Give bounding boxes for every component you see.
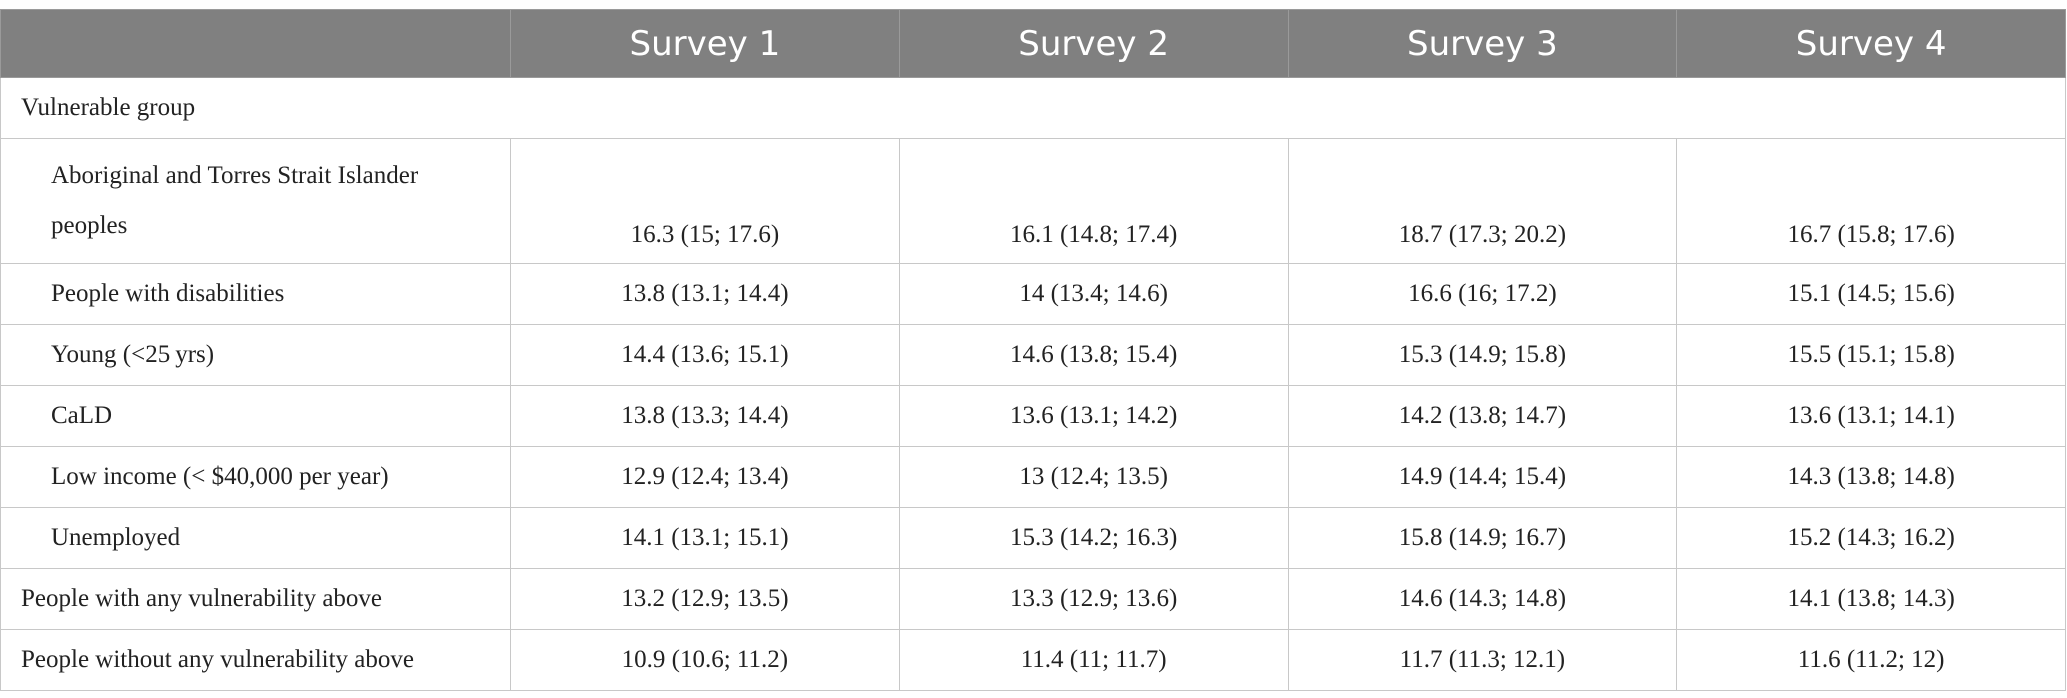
cell-value: 15.5 (15.1; 15.8)	[1676, 324, 2066, 386]
header-row: Survey 1 Survey 2 Survey 3 Survey 4	[0, 9, 2066, 78]
column-header: Survey 4	[1676, 9, 2066, 78]
cell-value: 15.3 (14.2; 16.3)	[898, 507, 1289, 569]
column-header: Survey 3	[1287, 9, 1678, 78]
data-table: Survey 1 Survey 2 Survey 3 Survey 4 Vulnera…	[0, 9, 2066, 691]
cell-value: 15.3 (14.9; 15.8)	[1287, 324, 1678, 386]
cell-value: 14.6 (14.3; 14.8)	[1287, 568, 1678, 630]
cell-value: 14.1 (13.8; 14.3)	[1676, 568, 2066, 630]
cell-value: 14.1 (13.1; 15.1)	[510, 507, 900, 569]
cell-value: 14.2 (13.8; 14.7)	[1287, 385, 1678, 447]
cell-value: 10.9 (10.6; 11.2)	[510, 629, 900, 691]
table-row: Young (<25 yrs) 14.4 (13.6; 15.1) 14.6 (13…	[0, 324, 2066, 386]
cell-value: 16.7 (15.8; 17.6)	[1676, 138, 2066, 264]
section-row: Vulnerable group	[0, 77, 2066, 139]
row-label: People with any vulnerability above	[0, 568, 511, 630]
cell-value: 13.8 (13.3; 14.4)	[510, 385, 900, 447]
cell-value: 14.4 (13.6; 15.1)	[510, 324, 900, 386]
row-label: Unemployed	[0, 507, 511, 569]
table-row: Unemployed 14.1 (13.1; 15.1) 15.3 (14.2; 1…	[0, 507, 2066, 569]
cell-value: 15.8 (14.9; 16.7)	[1287, 507, 1678, 569]
cell-value: 16.1 (14.8; 17.4)	[898, 138, 1289, 264]
row-label: Young (<25 yrs)	[0, 324, 511, 386]
table-row: People with any vulnerability above 13.2 …	[0, 568, 2066, 630]
cell-value: 11.6 (11.2; 12)	[1676, 629, 2066, 691]
cell-value: 14 (13.4; 14.6)	[898, 263, 1289, 325]
header-cell	[0, 9, 511, 78]
cell-value: 16.3 (15; 17.6)	[510, 138, 900, 264]
cell-value: 13.8 (13.1; 14.4)	[510, 263, 900, 325]
cell-value: 16.6 (16; 17.2)	[1287, 263, 1678, 325]
cell-value: 13.2 (12.9; 13.5)	[510, 568, 900, 630]
cell-value: 11.7 (11.3; 12.1)	[1287, 629, 1678, 691]
table-row: Aboriginal and Torres Strait Islander pe…	[0, 138, 2066, 264]
cell-value: 14.3 (13.8; 14.8)	[1676, 446, 2066, 508]
table-row: People with disabilities 13.8 (13.1; 14.4…	[0, 263, 2066, 325]
table-row: People without any vulnerability above 10…	[0, 629, 2066, 691]
row-label: People without any vulnerability above	[0, 629, 511, 691]
cell-value: 18.7 (17.3; 20.2)	[1287, 138, 1678, 264]
column-header: Survey 1	[510, 9, 900, 78]
cell-value: 15.1 (14.5; 15.6)	[1676, 263, 2066, 325]
table-row: Low income (< $40,000 per year) 12.9 (12.…	[0, 446, 2066, 508]
row-label: Low income (< $40,000 per year)	[0, 446, 511, 508]
section-label: Vulnerable group	[0, 77, 2066, 139]
column-header: Survey 2	[898, 9, 1289, 78]
cell-value: 15.2 (14.3; 16.2)	[1676, 507, 2066, 569]
cell-value: 13.6 (13.1; 14.1)	[1676, 385, 2066, 447]
cell-value: 14.9 (14.4; 15.4)	[1287, 446, 1678, 508]
cell-value: 13 (12.4; 13.5)	[898, 446, 1289, 508]
row-label: CaLD	[0, 385, 511, 447]
table-row: CaLD 13.8 (13.3; 14.4) 13.6 (13.1; 14.2) 14…	[0, 385, 2066, 447]
row-label: People with disabilities	[0, 263, 511, 325]
cell-value: 13.3 (12.9; 13.6)	[898, 568, 1289, 630]
cell-value: 14.6 (13.8; 15.4)	[898, 324, 1289, 386]
cell-value: 12.9 (12.4; 13.4)	[510, 446, 900, 508]
cell-value: 13.6 (13.1; 14.2)	[898, 385, 1289, 447]
row-label: Aboriginal and Torres Strait Islander pe…	[0, 138, 511, 264]
cell-value: 11.4 (11; 11.7)	[898, 629, 1289, 691]
